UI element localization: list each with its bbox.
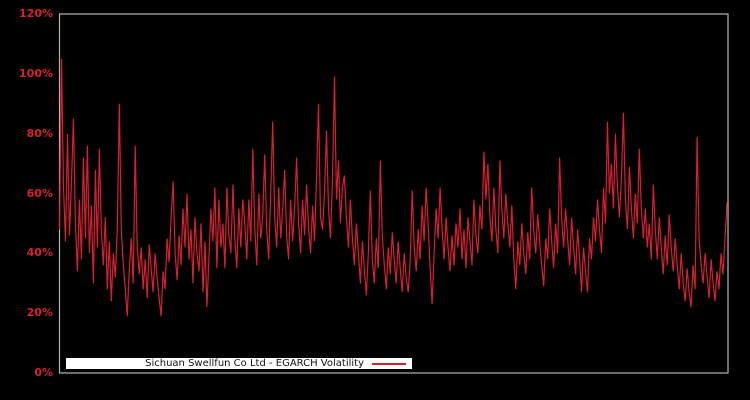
y-axis-tick-label: 80% xyxy=(26,126,53,140)
legend-line-sample-icon xyxy=(372,362,406,365)
plot-frame xyxy=(58,13,729,374)
legend-label: Sichuan Swellfun Co Ltd - EGARCH Volatil… xyxy=(145,358,364,369)
y-axis-tick-label: 100% xyxy=(19,66,53,80)
y-axis-tick-label: 20% xyxy=(26,306,53,320)
y-axis-tick-label: 40% xyxy=(26,246,53,260)
volatility-series-line xyxy=(58,58,728,317)
y-axis-tick-label: 120% xyxy=(19,7,53,20)
y-axis-tick-label: 0% xyxy=(34,366,53,379)
y-axis-tick-label: 60% xyxy=(26,186,53,200)
legend-box: Sichuan Swellfun Co Ltd - EGARCH Volatil… xyxy=(66,358,412,369)
